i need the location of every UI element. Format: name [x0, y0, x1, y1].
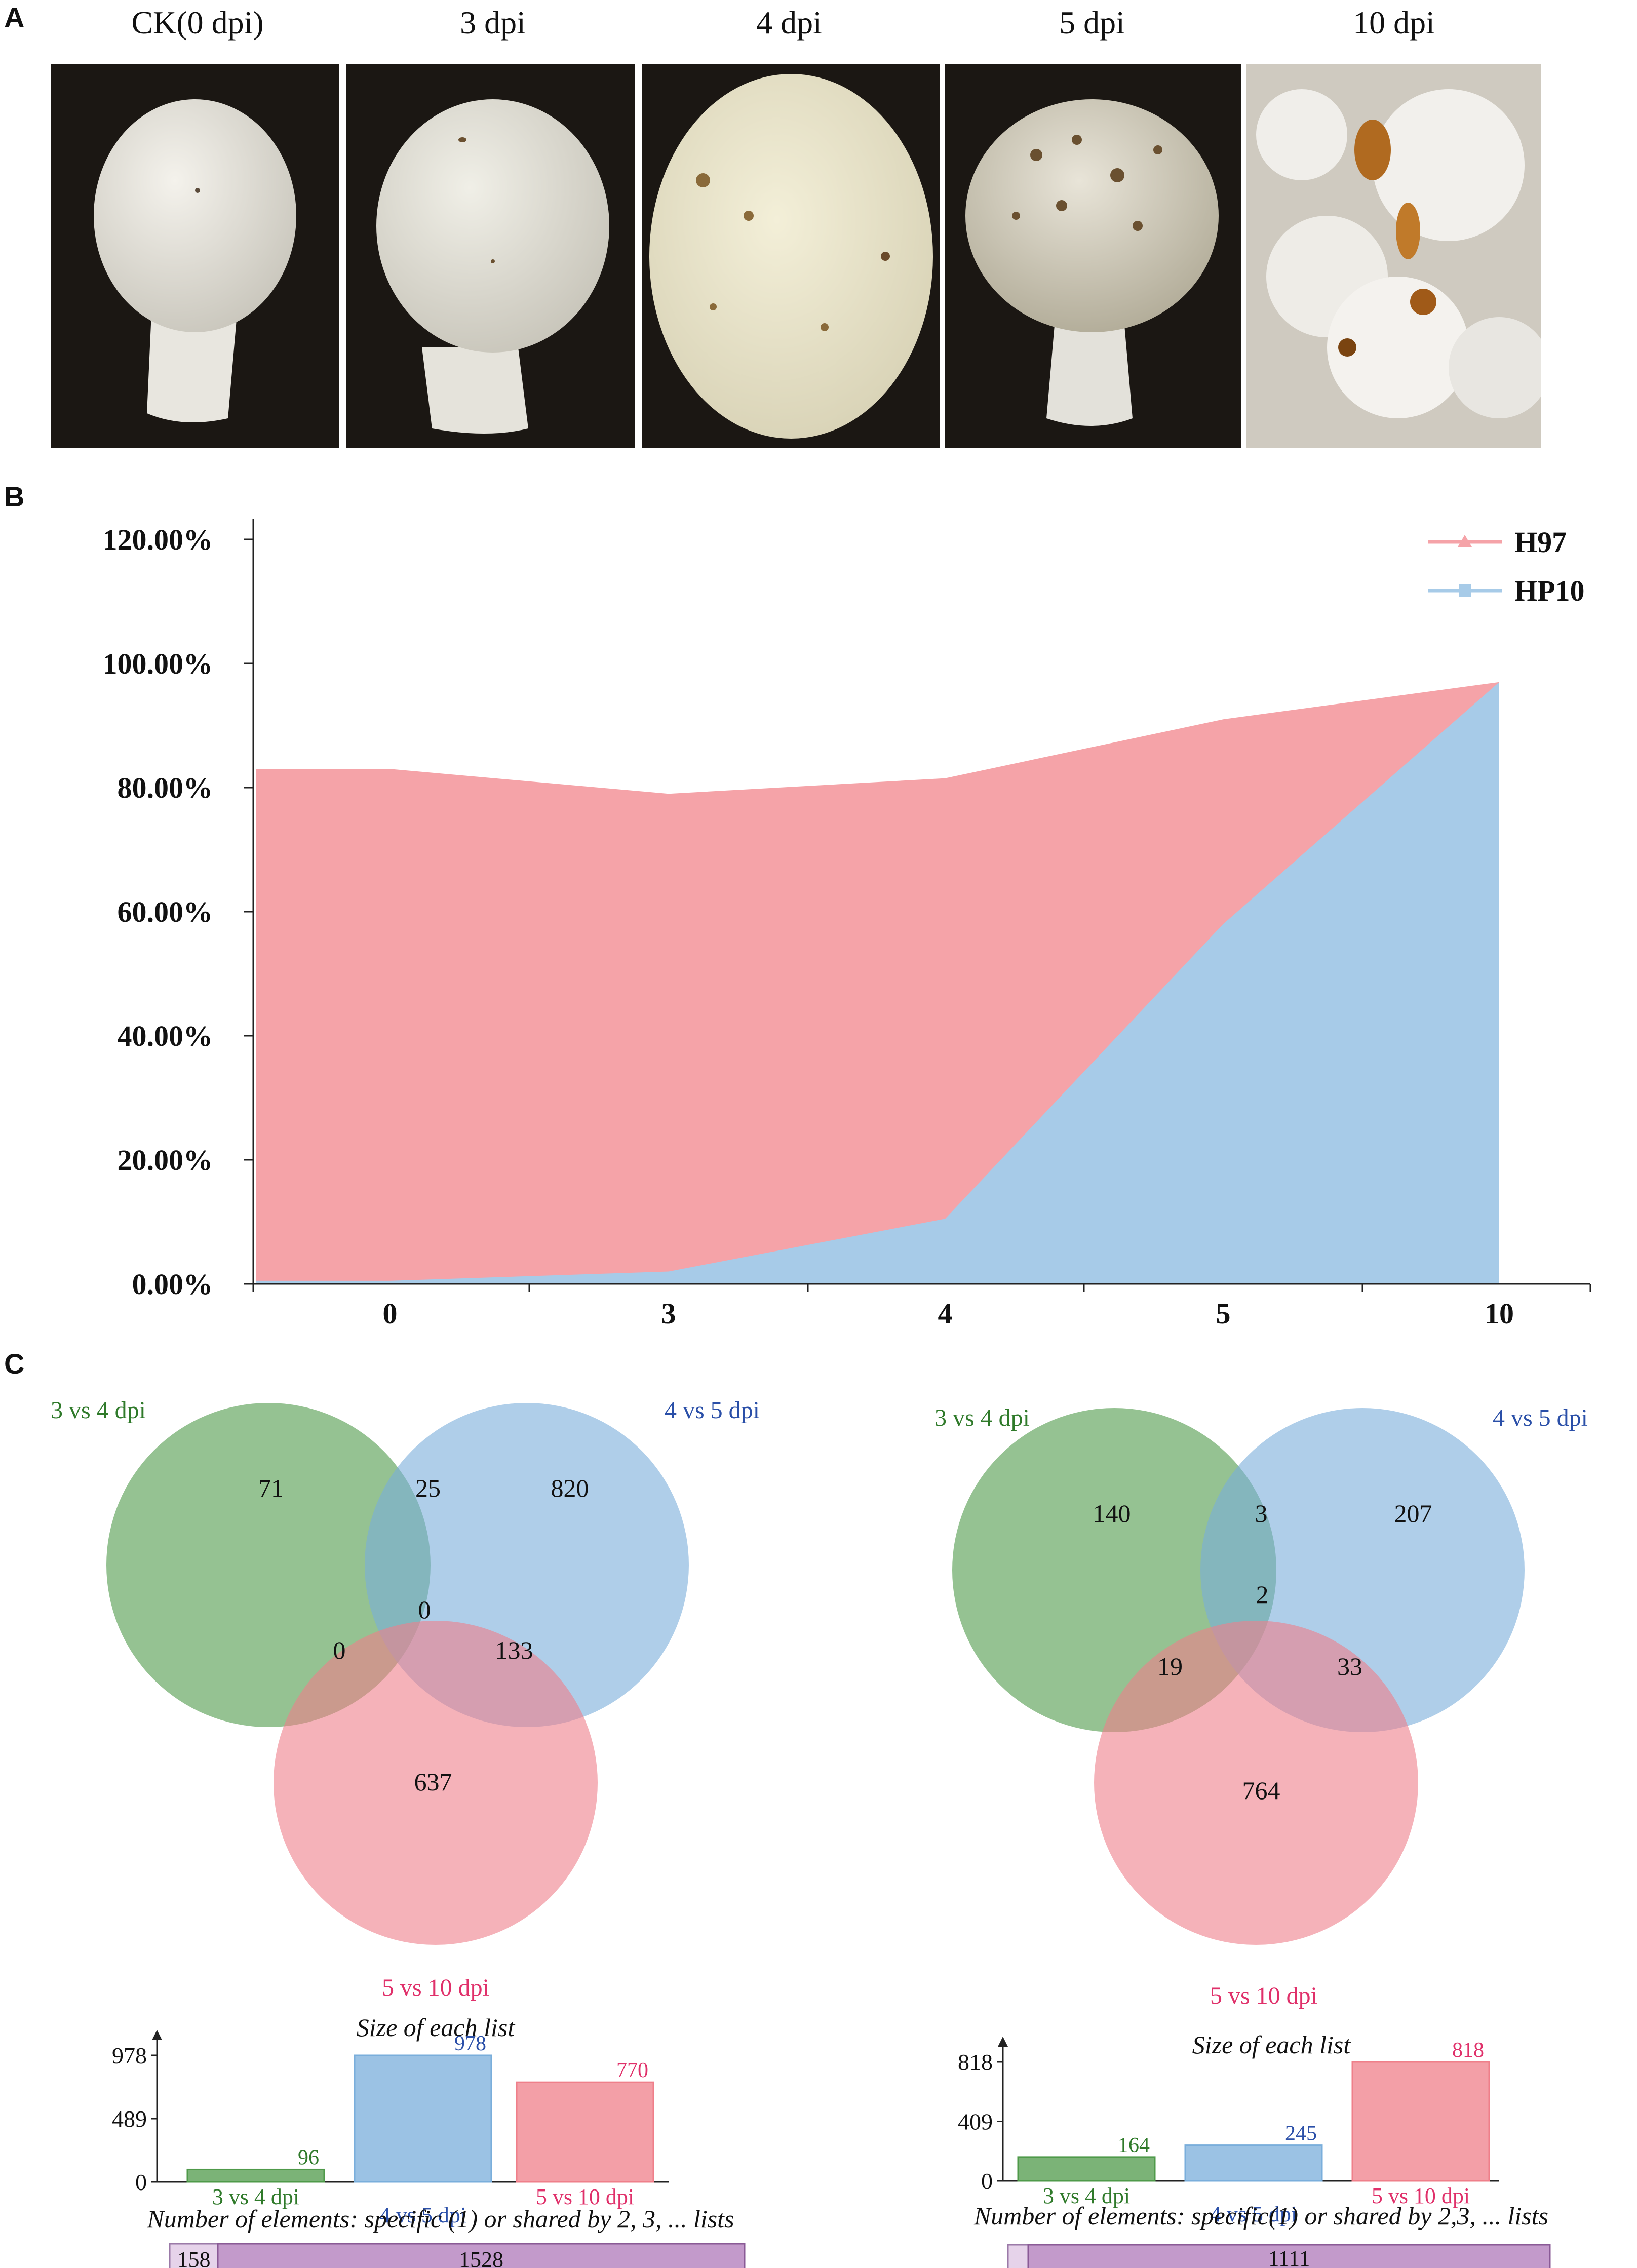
venn-region-ab: 25 [415, 1474, 441, 1502]
size-bar-5vs10 [1351, 2061, 1490, 2182]
y-tick-label: 0.00% [132, 1268, 213, 1301]
photo-mushroom-3dpi [346, 64, 635, 448]
photo-label-ck: CK(0 dpi) [131, 5, 264, 41]
legend-label-hp10: HP10 [1514, 574, 1585, 607]
photo-label-10dpi: 10 dpi [1353, 5, 1435, 41]
size-chart-tick-label: 0 [135, 2169, 147, 2195]
size-bar-category: 5 vs 10 dpi [536, 2184, 634, 2209]
venn-circle-5vs10 [274, 1621, 598, 1945]
size-chart-tick-label: 0 [981, 2168, 993, 2194]
size-chart-tick-label: 409 [958, 2109, 993, 2135]
photo-mushroom-4dpi [642, 64, 940, 448]
size-bar-3vs4 [1017, 2156, 1156, 2182]
x-tick-label: 3 [661, 1297, 676, 1330]
elements-bar-specific-value: 1528 [459, 2247, 503, 2268]
size-chart-title: Size of each list [357, 2013, 516, 2042]
size-chart-arrow [152, 2030, 162, 2040]
venn-region-only-a: 140 [1093, 1499, 1131, 1528]
x-tick-label: 0 [383, 1297, 398, 1330]
panel-label-a: A [4, 2, 25, 33]
venn-region-ac: 0 [333, 1636, 346, 1664]
x-tick-label: 5 [1216, 1297, 1231, 1330]
venn-region-ac: 19 [1157, 1652, 1183, 1680]
venn-region-abc: 2 [1256, 1580, 1269, 1609]
size-bar-category: 4 vs 5 dpi [1210, 2202, 1297, 2226]
area-chart: 0.00% 20.00% 40.00% 60.00% 80.00% 100.00% 120.… [103, 519, 1591, 1330]
photo-mushroom-10dpi [1246, 64, 1541, 448]
photo-label-3dpi: 3 dpi [460, 5, 526, 41]
venn-set-label-4vs5: 4 vs 5 dpi [1493, 1404, 1588, 1431]
venn-region-only-a: 71 [258, 1474, 284, 1502]
venn-set-label-5vs10: 5 vs 10 dpi [1210, 1982, 1317, 2009]
size-bar-category: 3 vs 4 dpi [212, 2184, 299, 2209]
elements-bar-shared-value: 158 [177, 2247, 211, 2268]
elements-bar-specific-value: 1111 [1268, 2246, 1310, 2268]
y-tick-label: 100.00% [103, 647, 213, 680]
venn-region-abc: 0 [418, 1595, 431, 1624]
elements-bar-shared [1007, 2244, 1029, 2268]
venn-region-bc: 33 [1337, 1652, 1362, 1680]
size-chart-tick-label: 489 [112, 2106, 147, 2132]
x-tick-label: 10 [1485, 1297, 1514, 1330]
y-tick-label: 20.00% [118, 1144, 213, 1177]
y-tick-label: 60.00% [118, 895, 213, 928]
size-chart-arrow [998, 2037, 1008, 2047]
panel-label-b: B [4, 481, 25, 513]
legend-marker-square [1459, 584, 1471, 597]
size-bar-category: 4 vs 5 dpi [379, 2203, 466, 2227]
venn-region-only-b: 207 [1394, 1499, 1432, 1528]
y-tick-label: 40.00% [118, 1020, 213, 1052]
venn-set-label-3vs4: 3 vs 4 dpi [934, 1404, 1030, 1431]
venn-panel: 3 vs 4 dpi 4 vs 5 dpi 5 vs 10 dpi 71 25 820 0 0… [51, 1397, 1588, 2268]
photo-label-5dpi: 5 dpi [1059, 5, 1125, 41]
venn-set-label-4vs5: 4 vs 5 dpi [665, 1397, 760, 1424]
area-series-hp10 [256, 682, 1499, 1284]
panel-label-c: C [4, 1348, 25, 1380]
size-chart-tick-label: 818 [958, 2049, 993, 2075]
x-tick-label: 4 [938, 1297, 953, 1330]
elements-chart-title: Number of elements: specific (1) or shar… [146, 2205, 734, 2233]
size-bar-value: 96 [298, 2146, 319, 2169]
size-bar-4vs5 [1184, 2144, 1323, 2182]
venn-circle-5vs10 [1094, 1621, 1418, 1945]
size-bar-value: 818 [1452, 2039, 1484, 2062]
size-bar-category: 5 vs 10 dpi [1372, 2183, 1470, 2208]
photo-mushroom-ck [51, 64, 339, 448]
y-tick-label: 80.00% [118, 771, 213, 804]
venn-region-bc: 133 [495, 1636, 533, 1664]
venn-region-only-c: 637 [414, 1768, 452, 1796]
venn-set-label-5vs10: 5 vs 10 dpi [382, 1974, 489, 2001]
venn-region-only-b: 820 [551, 1474, 589, 1502]
venn-region-only-c: 764 [1242, 1776, 1280, 1805]
y-tick-label: 120.00% [103, 523, 213, 556]
legend-marker-triangle [1458, 535, 1472, 547]
elements-chart-title: Number of elements: specific(1) or share… [973, 2202, 1548, 2230]
venn-set-label-3vs4: 3 vs 4 dpi [51, 1397, 146, 1424]
venn-region-ab: 3 [1255, 1499, 1268, 1528]
size-bar-value: 770 [616, 2059, 648, 2082]
photo-label-4dpi: 4 dpi [756, 5, 822, 41]
size-chart-title: Size of each list [1192, 2030, 1351, 2059]
elements-bar-specific [217, 2243, 746, 2268]
size-bar-value: 164 [1118, 2134, 1150, 2157]
size-bar-5vs10 [516, 2081, 654, 2183]
size-bar-3vs4 [186, 2168, 325, 2183]
size-bar-4vs5 [354, 2054, 492, 2183]
venn-diagram-left: 3 vs 4 dpi 4 vs 5 dpi 5 vs 10 dpi 71 25 820 0 0… [51, 1397, 760, 2268]
size-chart-tick-label: 978 [112, 2043, 147, 2068]
venn-diagram-right: 3 vs 4 dpi 4 vs 5 dpi 5 vs 10 dpi 140 3 207 2 1… [934, 1404, 1588, 2268]
size-bar-category: 3 vs 4 dpi [1043, 2183, 1130, 2208]
size-bar-value: 978 [454, 2032, 486, 2055]
elements-bar-specific [1027, 2244, 1551, 2268]
size-bar-value: 245 [1285, 2122, 1317, 2145]
legend-label-h97: H97 [1514, 526, 1567, 559]
photo-mushroom-5dpi [945, 64, 1241, 448]
